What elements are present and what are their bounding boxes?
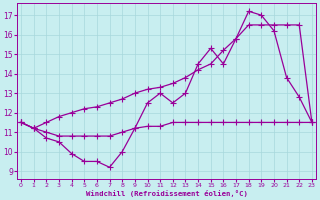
X-axis label: Windchill (Refroidissement éolien,°C): Windchill (Refroidissement éolien,°C): [85, 190, 247, 197]
